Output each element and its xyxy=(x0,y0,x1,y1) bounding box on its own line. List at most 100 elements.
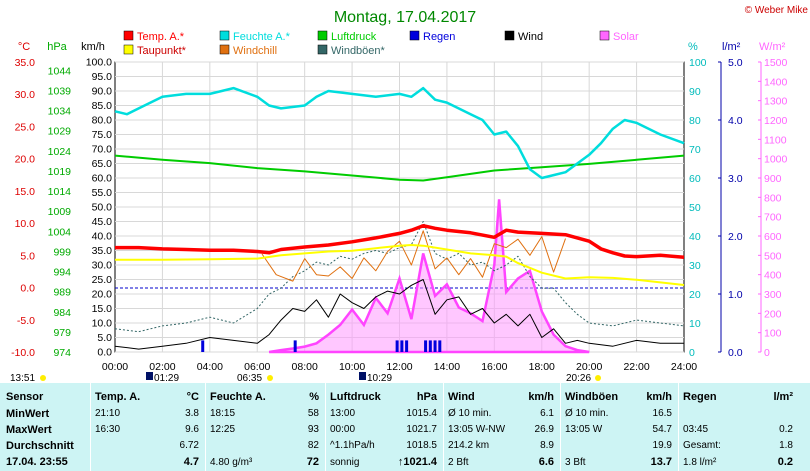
legend-label: Windböen* xyxy=(331,45,386,57)
temp-tick-label: 15.0 xyxy=(15,186,36,198)
cell-sub: 18:15 xyxy=(210,408,236,419)
rain-bar xyxy=(438,340,442,352)
wind-tick-label: 55.0 xyxy=(92,187,113,199)
axis-labels: 100.095.090.085.080.075.070.065.060.055.… xyxy=(11,41,787,373)
stats-column: Wind km/h Ø 10 min. 6.1 13:05 W-NW 26.9 214.2 … xyxy=(448,383,554,471)
solar-tick-label: 1200 xyxy=(764,115,788,127)
solar-tick-label: 1000 xyxy=(764,154,788,166)
legend-label: Temp. A.* xyxy=(137,31,185,43)
temp-tick-label: 5.0 xyxy=(20,250,35,262)
sun-icon xyxy=(40,375,46,381)
pressure-tick-label: 1009 xyxy=(48,206,72,218)
solar-tick-label: 300 xyxy=(764,289,782,301)
series-line-taupunkt xyxy=(115,244,685,286)
solar-tick-label: 400 xyxy=(764,270,782,282)
legend-swatch xyxy=(123,30,134,41)
series-line-wind xyxy=(114,279,684,350)
time-tick-label: 10:00 xyxy=(339,361,365,373)
rain-bar xyxy=(424,340,428,352)
cell-value: 1015.4 xyxy=(406,408,437,419)
cell-value: 0.2 xyxy=(779,424,793,435)
temp-tick-label: 0.0 xyxy=(20,283,35,295)
legend-label: Taupunkt* xyxy=(137,45,187,57)
rain-tick-label: 2.0 xyxy=(728,231,743,243)
temp-tick-label: 25.0 xyxy=(15,121,36,133)
wind-tick-label: 60.0 xyxy=(92,173,113,185)
rain-bar xyxy=(428,340,432,352)
legend-swatch xyxy=(599,30,610,41)
rain-bar xyxy=(433,340,437,352)
pressure-tick-label: 1019 xyxy=(48,166,72,178)
chart-title: Montag, 17.04.2017 xyxy=(334,9,476,26)
wind-tick-label: 40.0 xyxy=(92,231,113,243)
pressure-tick-label: 989 xyxy=(53,287,71,299)
temp-tick-label: 35.0 xyxy=(15,57,36,69)
time-tick-label: 02:00 xyxy=(149,361,175,373)
rain-tick-label: 1.0 xyxy=(728,289,743,301)
legend-swatch xyxy=(123,44,134,55)
legend-label: Feuchte A.* xyxy=(233,31,291,43)
time-tick-label: 22:00 xyxy=(623,361,649,373)
wind-tick-label: 30.0 xyxy=(92,260,113,272)
humidity-tick-label: 70 xyxy=(689,144,701,156)
footer-value: 4.7 xyxy=(183,456,199,468)
footer-sub: sonnig xyxy=(330,457,360,468)
column-title: Windböen xyxy=(565,391,619,403)
footer-value: 6.6 xyxy=(538,456,554,468)
column-separator xyxy=(90,383,91,471)
column-title: Luftdruck xyxy=(330,391,381,403)
humidity-unit-label: % xyxy=(688,41,698,53)
column-separator xyxy=(678,383,679,471)
rain-tick-label: 3.0 xyxy=(728,173,743,185)
column-separator xyxy=(443,383,444,471)
cell-sub: ^1.1hPa/h xyxy=(330,440,375,451)
legend: Temp. A.* Feuchte A.* Luftdruck Regen Wind So… xyxy=(123,30,639,57)
cell-sub: 13:05 W-NW xyxy=(448,424,506,435)
solar-tick-label: 100 xyxy=(764,328,782,340)
wind-unit-label: km/h xyxy=(81,41,105,53)
wind-tick-label: 35.0 xyxy=(92,245,113,257)
footer-sub: 1.8 l/m² xyxy=(683,457,717,468)
pressure-tick-label: 1039 xyxy=(48,85,72,97)
time-tick-label: 08:00 xyxy=(292,361,318,373)
solar-tick-label: 500 xyxy=(764,250,782,262)
footer-value: 0.2 xyxy=(777,456,793,468)
rain-bar xyxy=(293,340,297,352)
cell-sub: 16:30 xyxy=(95,424,121,435)
time-tick-label: 16:00 xyxy=(481,361,507,373)
wind-tick-label: 70.0 xyxy=(92,144,113,156)
wind-tick-label: 75.0 xyxy=(92,129,113,141)
series-line-feuchte-a xyxy=(114,86,685,180)
stats-column: Temp. A. °C 21:10 3.8 16:30 9.6 6.72 4.7 xyxy=(95,383,199,471)
wind-tick-label: 10.0 xyxy=(92,318,113,330)
pressure-unit-label: hPa xyxy=(47,41,67,53)
rain-bar xyxy=(400,340,404,352)
rain-bar xyxy=(405,340,409,352)
pressure-tick-label: 1034 xyxy=(48,106,72,118)
time-tick-label: 06:00 xyxy=(244,361,270,373)
maxwert-label: MaxWert xyxy=(6,424,52,436)
moonrise-icon xyxy=(146,372,153,380)
legend-swatch xyxy=(219,30,230,41)
column-separator xyxy=(325,383,326,471)
solar-tick-label: 0 xyxy=(764,347,770,359)
humidity-tick-label: 20 xyxy=(689,289,701,301)
column-separator xyxy=(205,383,206,471)
humidity-tick-label: 90 xyxy=(689,86,701,98)
cell-sub: Ø 10 min. xyxy=(448,408,492,419)
pressure-tick-label: 1029 xyxy=(48,126,72,138)
temp-tick-label: 20.0 xyxy=(15,154,36,166)
cell-sub: 214.2 km xyxy=(448,440,490,451)
cell-sub: 12:25 xyxy=(210,424,236,435)
solar-unit-label: W/m² xyxy=(759,41,786,53)
wind-tick-label: 20.0 xyxy=(92,289,113,301)
rain-unit-label: l/m² xyxy=(722,41,741,53)
column-separator xyxy=(560,383,561,471)
humidity-tick-label: 60 xyxy=(689,173,701,185)
wind-tick-label: 90.0 xyxy=(92,86,113,98)
footer-sub: 4.80 g/m³ xyxy=(210,457,253,468)
rain-bar xyxy=(395,340,399,352)
column-unit: l/m² xyxy=(773,391,793,403)
column-unit: km/h xyxy=(528,391,554,403)
legend-swatch xyxy=(219,44,230,55)
